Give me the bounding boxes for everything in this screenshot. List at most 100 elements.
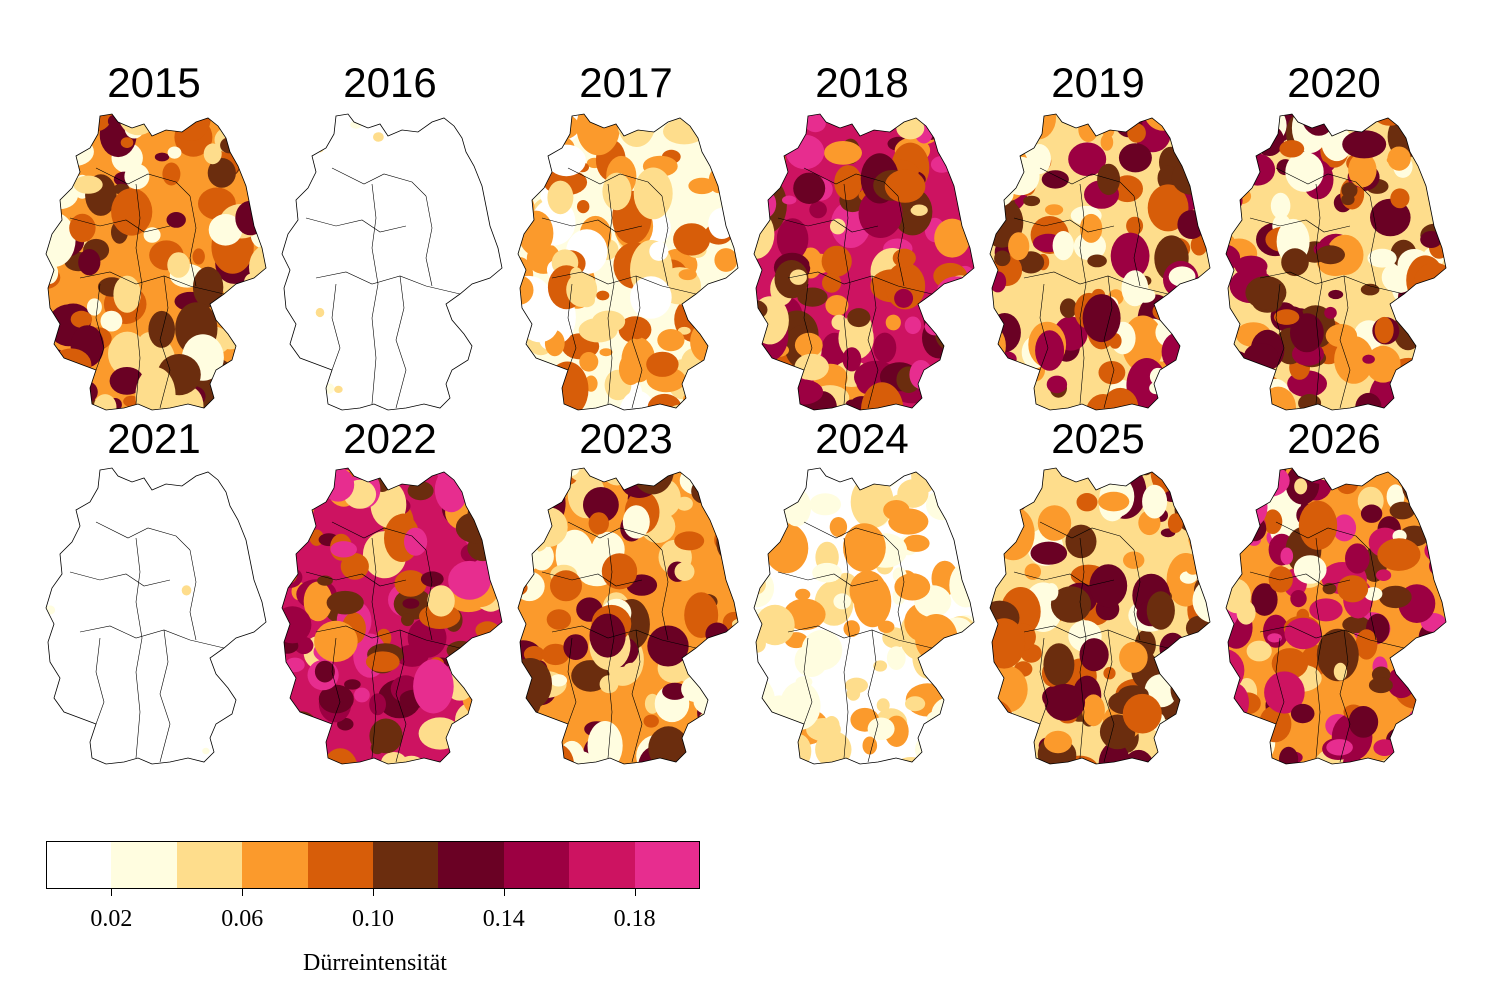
drought-patch [1237, 158, 1251, 174]
drought-patch [936, 276, 974, 307]
state-border [331, 167, 427, 197]
drought-patch [998, 351, 1017, 367]
state-border [1103, 629, 1115, 763]
drought-patch [809, 201, 827, 219]
drought-patch [1418, 115, 1446, 147]
state-border [1133, 549, 1141, 641]
drought-patch [931, 696, 970, 732]
germany-map-2023 [517, 467, 739, 765]
drought-patch [365, 651, 400, 672]
drought-patch [966, 307, 974, 320]
country-outline [1225, 467, 1447, 765]
drought-patch [1417, 640, 1446, 660]
drought-patch [804, 114, 826, 133]
drought-patch [93, 767, 99, 773]
drought-patch [779, 681, 821, 730]
drought-patch [1122, 693, 1162, 734]
drought-patch [1110, 232, 1150, 280]
state-border [607, 183, 615, 405]
drought-patch [674, 531, 705, 551]
drought-patch [776, 536, 805, 562]
drought-patch [1146, 591, 1175, 630]
drought-patch [250, 675, 261, 688]
state-border [69, 217, 171, 233]
drought-patch [1325, 324, 1358, 348]
drought-patch [709, 483, 738, 507]
drought-patch [528, 753, 555, 764]
colorbar-tick-label: 0.18 [613, 906, 656, 932]
drought-patch [1326, 739, 1353, 756]
drought-patch [475, 621, 500, 640]
state-border [1249, 217, 1351, 233]
state-border [631, 629, 643, 763]
drought-patch [834, 165, 863, 201]
drought-patch [934, 313, 964, 351]
drought-patch [599, 763, 617, 764]
drought-patch [715, 683, 738, 726]
drought-patch [1428, 326, 1446, 378]
drought-patch [124, 163, 150, 190]
state-border [567, 167, 663, 197]
country-outline [989, 467, 1211, 765]
drought-patch [537, 114, 580, 141]
drought-patch [60, 152, 75, 169]
drought-patch [542, 760, 560, 764]
drought-patch [448, 560, 491, 600]
drought-patch [821, 245, 852, 277]
drought-patch [1418, 311, 1446, 341]
state-border [95, 637, 105, 725]
state-border [1013, 217, 1115, 233]
drought-patch [643, 714, 659, 728]
drought-patch [1167, 513, 1183, 533]
drought-patch [1334, 336, 1374, 384]
drought-patch [1098, 491, 1130, 512]
drought-patch [1410, 750, 1427, 764]
drought-patch [46, 145, 78, 187]
drought-patch [812, 562, 842, 583]
drought-patch [962, 689, 974, 700]
map-title-2024: 2024 [815, 415, 909, 462]
colorbar-bin [176, 841, 243, 889]
drought-patch [910, 204, 928, 216]
state-border [331, 637, 341, 725]
drought-patch [518, 469, 541, 510]
drought-patch [1236, 601, 1256, 625]
drought-patch [940, 690, 966, 723]
colorbar-tick [373, 889, 374, 896]
drought-patch [1232, 485, 1268, 529]
drought-patch [1226, 468, 1266, 491]
drought-patch [896, 117, 925, 140]
state-border [69, 571, 171, 587]
drought-patch [1254, 124, 1284, 156]
drought-patch [541, 643, 570, 666]
drought-field-2019 [990, 114, 1210, 410]
drought-patch [1425, 695, 1445, 715]
drought-patch [822, 273, 842, 293]
state-border [315, 625, 461, 649]
drought-patch [471, 713, 502, 753]
colorbar-tick-label: 0.14 [482, 906, 525, 932]
drought-patch [905, 696, 926, 712]
drought-patch [829, 517, 848, 537]
drought-patch [647, 625, 689, 667]
drought-patch [618, 352, 643, 386]
drought-patch [1427, 286, 1446, 309]
drought-patch [1246, 640, 1272, 662]
drought-patch [674, 562, 695, 581]
drought-patch [282, 499, 309, 534]
state-border [1103, 275, 1115, 409]
drought-patch [892, 248, 916, 268]
drought-patch [853, 575, 892, 628]
colorbar-tick-label: 0.02 [90, 906, 133, 932]
drought-patch [518, 275, 534, 305]
drought-patch [530, 503, 543, 519]
drought-patch [1158, 386, 1174, 407]
drought-patch [322, 748, 358, 764]
drought-patch [1432, 345, 1445, 361]
state-border [1275, 167, 1371, 197]
drought-patch [847, 308, 871, 328]
drought-patch [64, 159, 77, 174]
drought-patch [1423, 335, 1446, 355]
drought-patch [1176, 654, 1196, 678]
drought-patch [990, 180, 1014, 208]
